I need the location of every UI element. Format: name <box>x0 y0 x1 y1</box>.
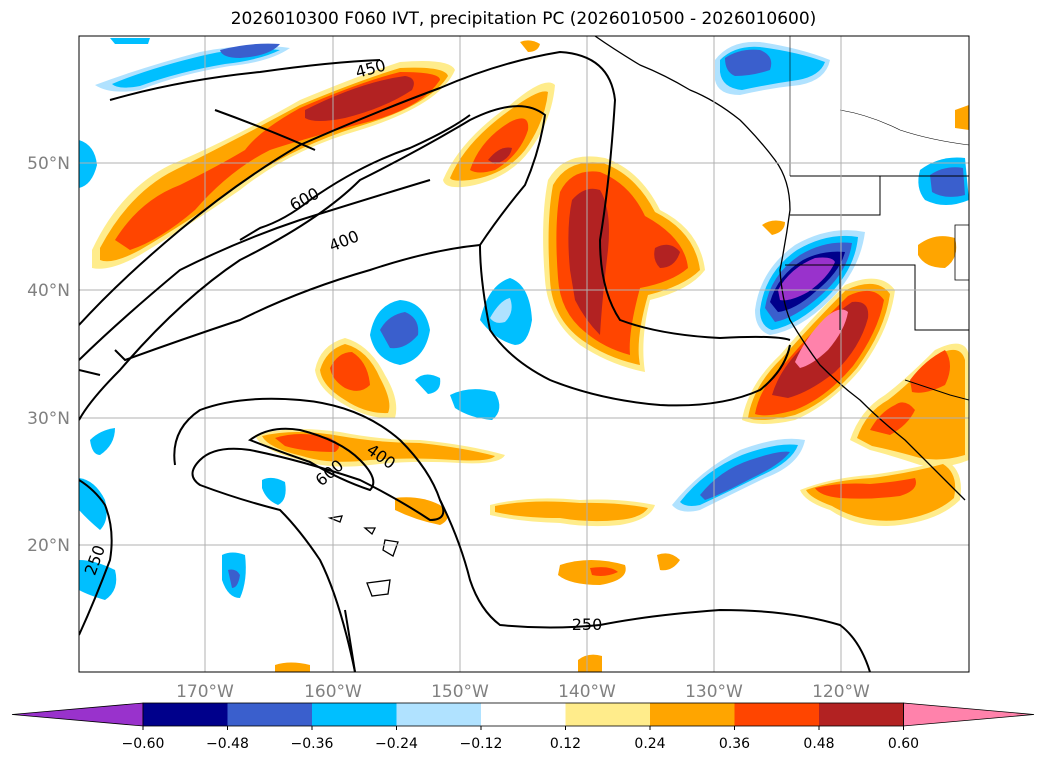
lat-label-20n: 20°N <box>27 536 70 556</box>
colorbar: −0.60 −0.48 −0.36 −0.24 −0.12 0.12 0.24 0.36 0.4… <box>11 702 1035 752</box>
map-title: 2026010300 F060 IVT, precipitation PC (2… <box>230 9 817 29</box>
colorbar-tick-label: 0.12 <box>550 736 581 752</box>
gridlines <box>79 36 969 672</box>
ivt-contours <box>79 50 871 672</box>
lat-label-50n: 50°N <box>27 154 70 174</box>
colorbar-segment <box>312 703 397 726</box>
colorbar-segment <box>650 703 735 726</box>
precip-region-mid-west <box>315 338 397 419</box>
colorbar-tick-label: 0.48 <box>803 736 834 752</box>
precip-region-small <box>275 40 785 672</box>
colorbar-tick-label: 0.24 <box>634 736 665 752</box>
colorbar-segment <box>734 703 820 726</box>
colorbar-frame <box>142 702 904 727</box>
colorbar-tick-label: −0.60 <box>122 736 165 752</box>
colorbar-arrow-left <box>11 702 144 727</box>
precip-region-subtropical-west <box>255 429 505 525</box>
negative-region-west-edge <box>79 140 97 188</box>
colorbar-tick-label: −0.24 <box>375 736 418 752</box>
colorbar-tick-label: −0.36 <box>291 736 334 752</box>
lon-label-150w: 150°W <box>431 682 489 702</box>
colorbar-segment <box>143 703 228 726</box>
lon-label-160w: 160°W <box>304 682 362 702</box>
colorbar-segment <box>396 703 482 726</box>
colorbar-segment <box>565 703 651 726</box>
lon-label-120w: 120°W <box>812 682 870 702</box>
negative-region-north-strip <box>95 38 290 92</box>
colorbar-segment <box>819 703 904 726</box>
precip-region-central <box>543 156 705 372</box>
lon-label-170w: 170°W <box>176 682 234 702</box>
lon-label-130w: 130°W <box>685 682 743 702</box>
colorbar-segment <box>227 703 313 726</box>
negative-region-northeast <box>715 41 969 268</box>
precip-region-central-north <box>443 82 555 188</box>
negative-region-ca-offshore <box>672 438 805 512</box>
longitude-labels: 170°W 160°W 150°W 140°W 130°W 120°W <box>176 682 870 702</box>
lon-label-140w: 140°W <box>558 682 616 702</box>
latitude-labels: 50°N 40°N 30°N 20°N <box>27 154 70 556</box>
colorbar-segment <box>481 703 566 726</box>
negative-region-central <box>370 278 532 420</box>
colorbar-arrow-right <box>903 702 1035 727</box>
contour-label-250-south: 250 <box>572 615 603 634</box>
precip-region-subtropical-east <box>490 498 680 585</box>
islands <box>327 515 399 597</box>
colorbar-tick-label: 0.36 <box>719 736 750 752</box>
lat-label-30n: 30°N <box>27 409 70 429</box>
colorbar-tick-label: 0.60 <box>888 736 919 752</box>
colorbar-tick-label: −0.12 <box>460 736 503 752</box>
precip-region-nw-band <box>92 61 455 269</box>
colorbar-tick-label: −0.48 <box>206 736 249 752</box>
lat-label-40n: 40°N <box>27 281 70 301</box>
plot-frame <box>78 35 970 673</box>
precip-region-california <box>742 278 895 424</box>
coastline <box>594 36 969 501</box>
precip-region-southwest <box>800 343 969 526</box>
